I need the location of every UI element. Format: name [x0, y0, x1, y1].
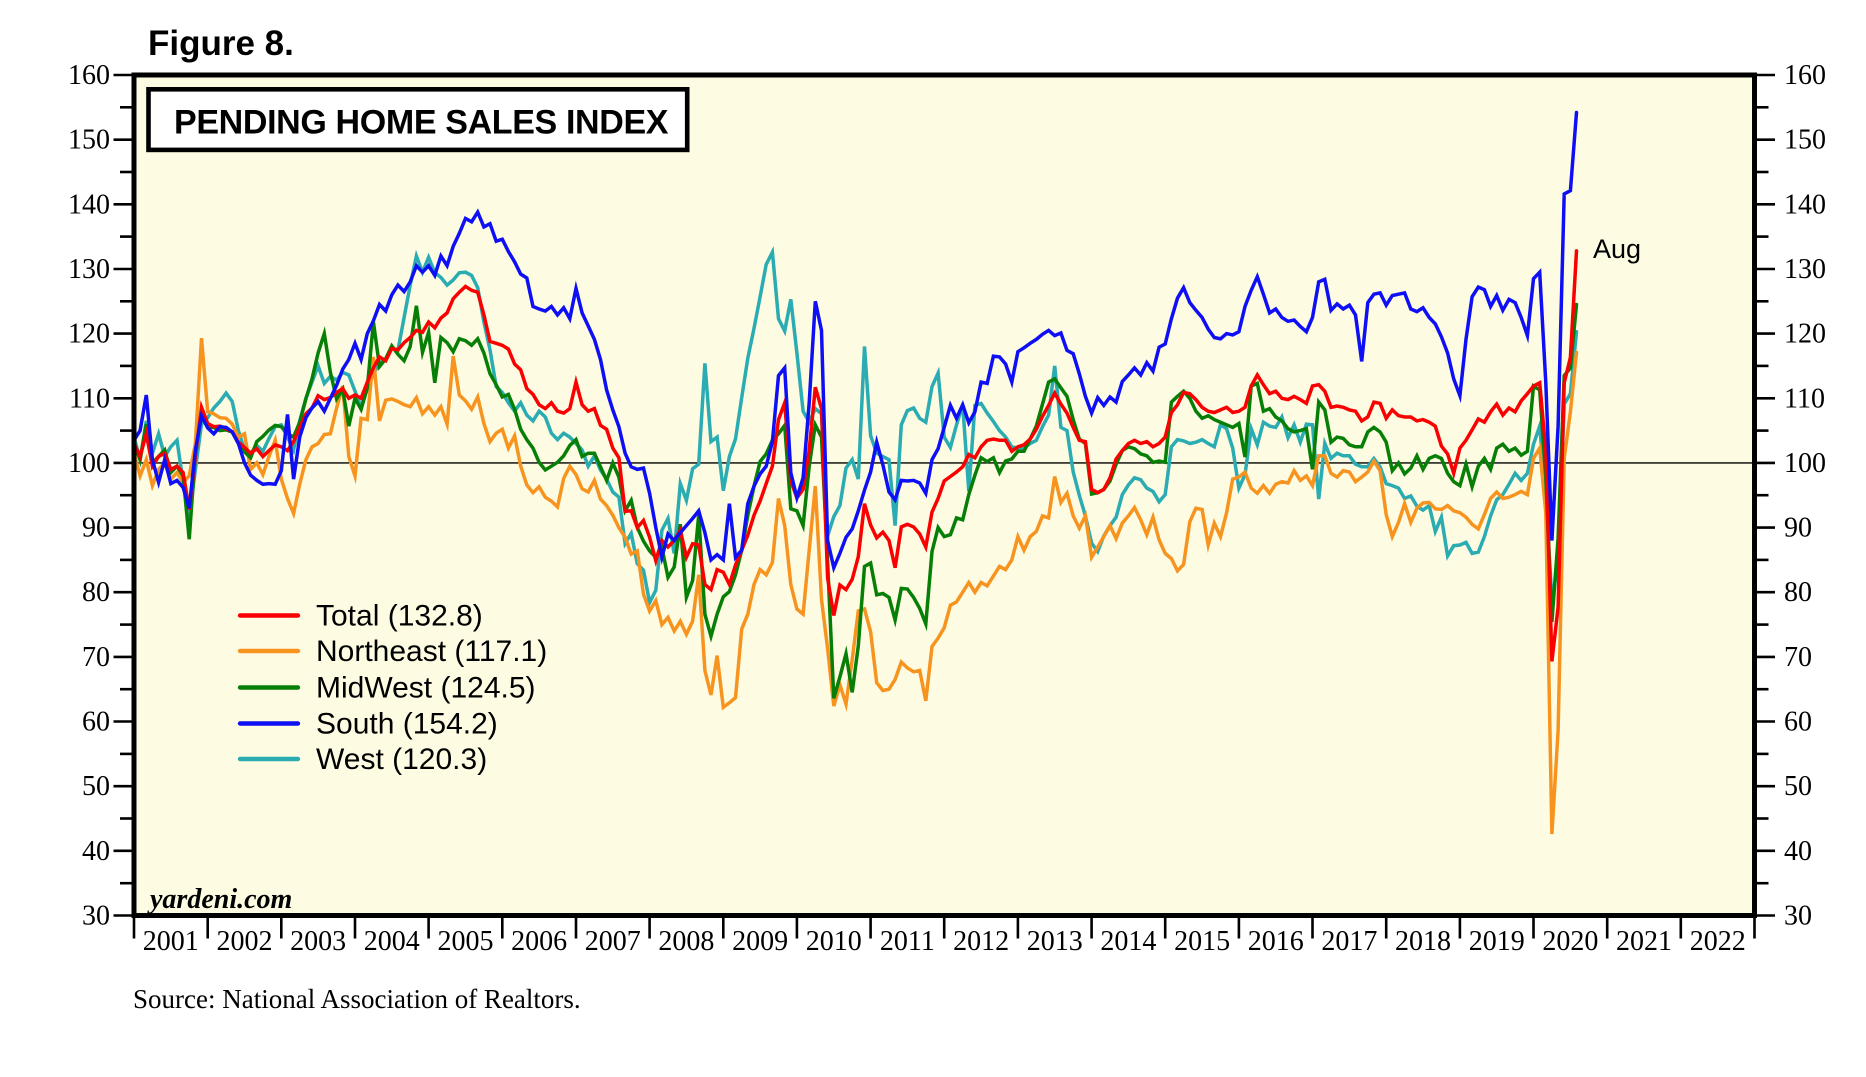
svg-text:West (120.3): West (120.3) — [316, 743, 487, 776]
svg-text:160: 160 — [68, 60, 110, 91]
svg-text:130: 130 — [1784, 254, 1826, 285]
svg-text:90: 90 — [1784, 513, 1812, 544]
svg-text:2020: 2020 — [1542, 926, 1598, 957]
svg-text:140: 140 — [68, 189, 110, 220]
svg-text:110: 110 — [1784, 383, 1825, 414]
svg-text:80: 80 — [82, 577, 110, 608]
svg-text:30: 30 — [82, 901, 110, 932]
svg-text:2019: 2019 — [1469, 926, 1525, 957]
svg-text:Source: National Association o: Source: National Association of Realtors… — [133, 984, 581, 1014]
svg-text:50: 50 — [1784, 771, 1812, 802]
svg-text:2015: 2015 — [1174, 926, 1230, 957]
svg-text:South (154.2): South (154.2) — [316, 708, 498, 741]
svg-text:MidWest (124.5): MidWest (124.5) — [316, 672, 536, 705]
svg-text:Figure 8.: Figure 8. — [148, 24, 294, 63]
svg-text:140: 140 — [1784, 189, 1826, 220]
svg-text:120: 120 — [68, 319, 110, 350]
svg-text:2017: 2017 — [1321, 926, 1377, 957]
svg-text:2006: 2006 — [511, 926, 567, 957]
svg-text:60: 60 — [82, 707, 110, 738]
svg-text:90: 90 — [82, 513, 110, 544]
svg-text:2021: 2021 — [1616, 926, 1672, 957]
svg-text:PENDING HOME SALES INDEX: PENDING HOME SALES INDEX — [174, 104, 669, 142]
svg-text:2012: 2012 — [953, 926, 1009, 957]
svg-text:2010: 2010 — [806, 926, 862, 957]
svg-text:2004: 2004 — [364, 926, 420, 957]
svg-text:130: 130 — [68, 254, 110, 285]
svg-text:150: 150 — [1784, 125, 1826, 156]
svg-text:2011: 2011 — [880, 926, 935, 957]
svg-text:2014: 2014 — [1100, 926, 1156, 957]
svg-text:100: 100 — [1784, 448, 1826, 479]
svg-text:40: 40 — [82, 836, 110, 867]
svg-text:70: 70 — [82, 642, 110, 673]
svg-text:Total (132.8): Total (132.8) — [316, 600, 483, 633]
svg-text:100: 100 — [68, 448, 110, 479]
svg-text:30: 30 — [1784, 901, 1812, 932]
svg-text:60: 60 — [1784, 707, 1812, 738]
svg-text:Aug: Aug — [1593, 234, 1641, 264]
svg-text:2022: 2022 — [1690, 926, 1746, 957]
svg-text:110: 110 — [69, 383, 110, 414]
svg-text:120: 120 — [1784, 319, 1826, 350]
svg-text:50: 50 — [82, 771, 110, 802]
svg-text:160: 160 — [1784, 60, 1826, 91]
svg-text:2016: 2016 — [1248, 926, 1304, 957]
svg-text:2005: 2005 — [438, 926, 494, 957]
svg-text:2013: 2013 — [1027, 926, 1083, 957]
svg-text:150: 150 — [68, 125, 110, 156]
svg-text:2002: 2002 — [217, 926, 273, 957]
svg-text:2007: 2007 — [585, 926, 641, 957]
svg-text:2018: 2018 — [1395, 926, 1451, 957]
svg-text:2001: 2001 — [143, 926, 199, 957]
svg-text:yardeni.com: yardeni.com — [147, 884, 292, 915]
svg-text:70: 70 — [1784, 642, 1812, 673]
svg-text:Northeast (117.1): Northeast (117.1) — [316, 635, 547, 668]
svg-text:40: 40 — [1784, 836, 1812, 867]
svg-text:80: 80 — [1784, 577, 1812, 608]
svg-text:2008: 2008 — [658, 926, 714, 957]
svg-text:2003: 2003 — [290, 926, 346, 957]
svg-text:2009: 2009 — [732, 926, 788, 957]
